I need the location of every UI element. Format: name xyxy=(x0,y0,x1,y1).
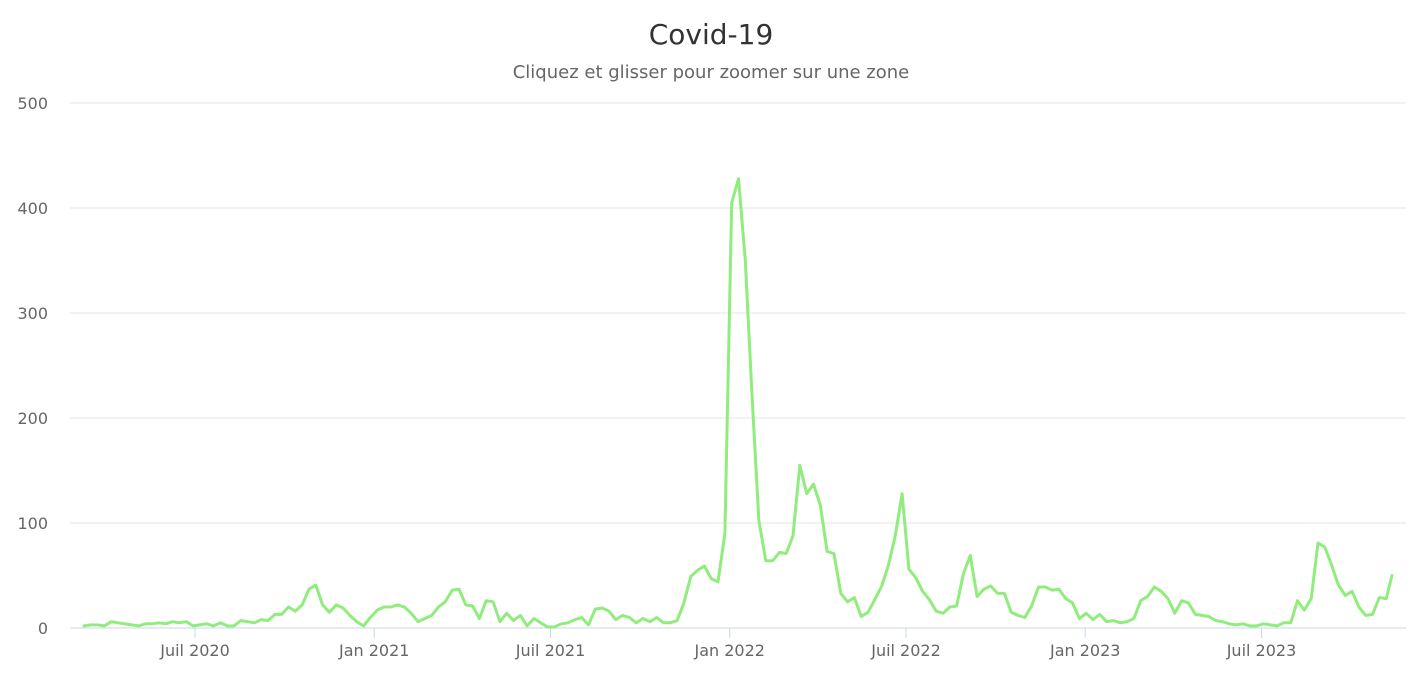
chart-title: Covid-19 xyxy=(648,18,774,51)
y-tick-label: 400 xyxy=(17,199,48,218)
x-tick-label: Juil 2021 xyxy=(515,641,586,660)
x-tick-label: Juil 2022 xyxy=(870,641,941,660)
y-axis-ticks: 0 100 200 300 400 500 xyxy=(17,94,48,638)
y-tick-label: 200 xyxy=(17,409,48,428)
x-tick-label: Jan 2022 xyxy=(693,641,764,660)
chart-subtitle: Cliquez et glisser pour zoomer sur une z… xyxy=(512,62,910,83)
y-tick-label: 300 xyxy=(17,304,48,323)
x-tick-label: Jan 2021 xyxy=(338,641,409,660)
series-line[interactable] xyxy=(82,177,1394,629)
y-tick-label: 100 xyxy=(17,514,48,533)
x-tick-label: Juil 2020 xyxy=(159,641,230,660)
gridlines xyxy=(70,102,1406,524)
y-tick-label: 500 xyxy=(17,94,48,113)
x-tick-label: Juil 2023 xyxy=(1226,641,1297,660)
x-axis-ticks: Juil 2020 Jan 2021 Juil 2021 Jan 2022 Juil 2… xyxy=(159,628,1296,660)
x-tick-label: Jan 2023 xyxy=(1049,641,1120,660)
y-tick-label: 0 xyxy=(38,619,48,638)
